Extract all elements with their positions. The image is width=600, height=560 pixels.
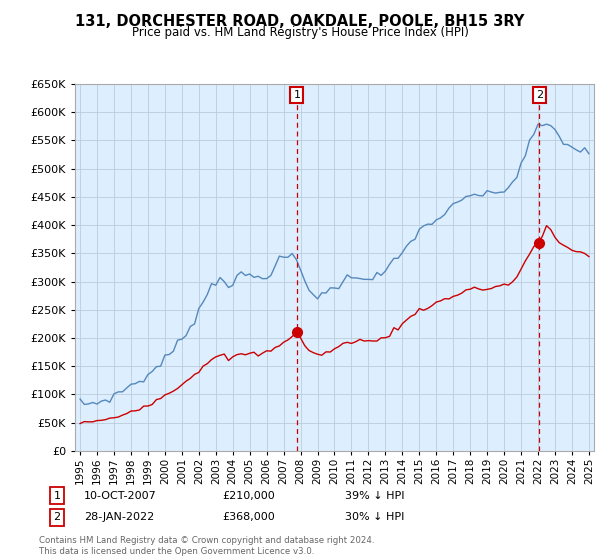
Text: 10-OCT-2007: 10-OCT-2007 bbox=[84, 491, 157, 501]
Text: 2: 2 bbox=[536, 90, 543, 100]
Text: 1: 1 bbox=[293, 90, 301, 100]
Text: 39% ↓ HPI: 39% ↓ HPI bbox=[345, 491, 404, 501]
Text: 1: 1 bbox=[53, 491, 61, 501]
Text: £368,000: £368,000 bbox=[222, 512, 275, 522]
Text: Price paid vs. HM Land Registry's House Price Index (HPI): Price paid vs. HM Land Registry's House … bbox=[131, 26, 469, 39]
Text: 28-JAN-2022: 28-JAN-2022 bbox=[84, 512, 154, 522]
Text: 30% ↓ HPI: 30% ↓ HPI bbox=[345, 512, 404, 522]
Text: 131, DORCHESTER ROAD, OAKDALE, POOLE, BH15 3RY: 131, DORCHESTER ROAD, OAKDALE, POOLE, BH… bbox=[76, 14, 524, 29]
Text: £210,000: £210,000 bbox=[222, 491, 275, 501]
Text: 2: 2 bbox=[53, 512, 61, 522]
Text: Contains HM Land Registry data © Crown copyright and database right 2024.
This d: Contains HM Land Registry data © Crown c… bbox=[39, 536, 374, 556]
